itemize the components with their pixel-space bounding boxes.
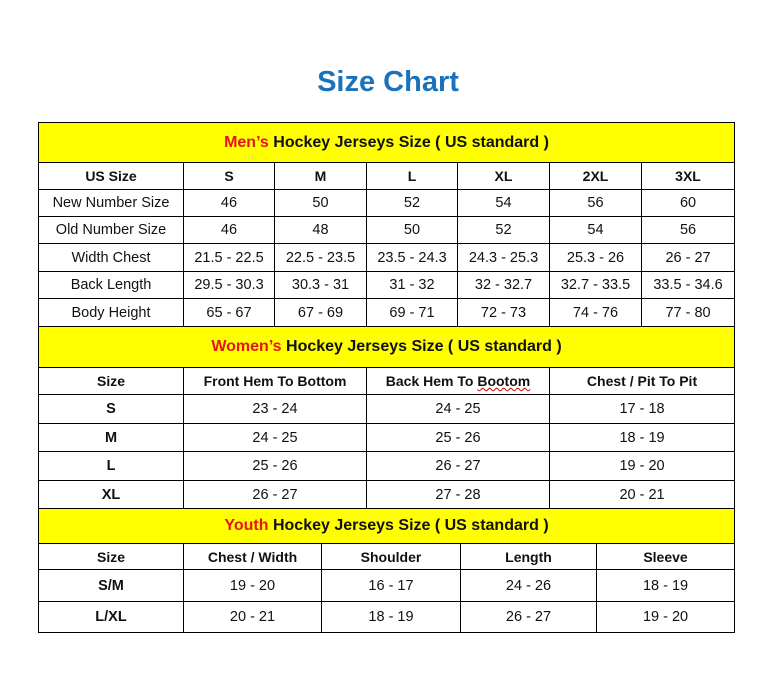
misspelled-word: Bootom [477,373,531,389]
youth-banner: Youth Hockey Jerseys Size ( US standard … [37,508,736,544]
table-row: Width Chest 21.5 - 22.5 22.5 - 23.5 23.5 - … [38,243,736,272]
table-cell: 56 [549,189,642,217]
table-cell: 54 [549,216,642,244]
header-cell: S [183,162,275,190]
header-cell: Size [38,367,184,395]
table-row: L/XL 20 - 21 18 - 19 26 - 27 19 - 20 [38,601,736,633]
table-cell: 48 [274,216,367,244]
table-cell: 19 - 20 [595,601,736,633]
header-cell: Front Hem To Bottom [183,367,367,395]
table-cell: 29.5 - 30.3 [183,271,275,299]
table-row: M 24 - 25 25 - 26 18 - 19 [38,423,736,452]
table-cell: L/XL [38,601,184,633]
header-cell: US Size [38,162,184,190]
table-cell: Old Number Size [38,216,184,244]
header-cell: Sleeve [595,543,736,570]
mens-header-row: US Size S M L XL 2XL 3XL [38,162,736,190]
header-cell: 2XL [549,162,642,190]
table-cell: 72 - 73 [457,298,550,327]
table-cell: 74 - 76 [549,298,642,327]
table-row: Back Length 29.5 - 30.3 30.3 - 31 31 - 32 32… [38,271,736,299]
table-row: XL 26 - 27 27 - 28 20 - 21 [38,480,736,509]
table-cell: 26 - 27 [183,480,367,509]
table-cell: 23 - 24 [183,394,367,424]
table-cell: S/M [38,569,184,602]
table-cell: 24 - 25 [366,394,550,424]
table-cell: 77 - 80 [640,298,736,327]
header-cell: L [366,162,458,190]
youth-header-row: Size Chest / Width Shoulder Length Sleeve [38,543,736,570]
mens-size-table: Men’s Hockey Jerseys Size ( US standard … [37,122,736,327]
table-cell: Back Length [38,271,184,299]
table-cell: 32.7 - 33.5 [549,271,642,299]
table-cell: 25 - 26 [366,423,550,452]
table-cell: 18 - 19 [548,423,736,452]
table-cell: 50 [274,189,367,217]
table-row: S 23 - 24 24 - 25 17 - 18 [38,394,736,424]
table-cell: 19 - 20 [548,451,736,481]
table-cell: 24.3 - 25.3 [457,243,550,272]
header-cell: Chest / Width [183,543,322,570]
womens-header-row: Size Front Hem To Bottom Back Hem To Boo… [38,367,736,395]
table-cell: 69 - 71 [366,298,458,327]
table-cell: 31 - 32 [366,271,458,299]
table-cell: 18 - 19 [321,601,461,633]
table-row: Body Height 65 - 67 67 - 69 69 - 71 72 - 73 7… [38,298,736,327]
table-cell: 26 - 27 [460,601,597,633]
table-row: S/M 19 - 20 16 - 17 24 - 26 18 - 19 [38,569,736,602]
table-cell: 26 - 27 [366,451,550,481]
table-cell: 33.5 - 34.6 [640,271,736,299]
header-cell: 3XL [640,162,736,190]
table-row: Old Number Size 46 48 50 52 54 56 [38,216,736,244]
womens-size-table: Women’s Hockey Jerseys Size ( US standar… [37,326,736,509]
header-cell: Shoulder [321,543,461,570]
table-cell: 50 [366,216,458,244]
header-cell: M [274,162,367,190]
header-cell: Length [460,543,597,570]
table-cell: 23.5 - 24.3 [366,243,458,272]
table-cell: Body Height [38,298,184,327]
table-cell: Width Chest [38,243,184,272]
table-cell: 20 - 21 [183,601,322,633]
header-cell: XL [457,162,550,190]
table-cell: 67 - 69 [274,298,367,327]
table-cell: 20 - 21 [548,480,736,509]
table-cell: 19 - 20 [183,569,322,602]
womens-banner: Women’s Hockey Jerseys Size ( US standar… [37,326,736,368]
table-cell: New Number Size [38,189,184,217]
table-cell: 60 [640,189,736,217]
table-cell: 56 [640,216,736,244]
table-cell: 65 - 67 [183,298,275,327]
table-row: L 25 - 26 26 - 27 19 - 20 [38,451,736,481]
table-cell: 27 - 28 [366,480,550,509]
mens-banner: Men’s Hockey Jerseys Size ( US standard … [37,122,736,163]
header-cell: Back Hem To Bootom [366,367,550,395]
table-cell: 24 - 26 [460,569,597,602]
header-cell: Size [38,543,184,570]
table-cell: 46 [183,189,275,217]
table-cell: 25.3 - 26 [549,243,642,272]
table-cell: 24 - 25 [183,423,367,452]
page-title: Size Chart [317,66,459,98]
table-row: New Number Size 46 50 52 54 56 60 [38,189,736,217]
table-cell: 17 - 18 [548,394,736,424]
table-cell: 18 - 19 [595,569,736,602]
table-cell: 21.5 - 22.5 [183,243,275,272]
youth-size-table: Youth Hockey Jerseys Size ( US standard … [37,508,736,633]
table-cell: S [38,394,184,424]
table-cell: 54 [457,189,550,217]
table-cell: XL [38,480,184,509]
header-cell: Chest / Pit To Pit [548,367,736,395]
table-cell: M [38,423,184,452]
table-cell: 22.5 - 23.5 [274,243,367,272]
table-cell: 46 [183,216,275,244]
table-cell: 26 - 27 [640,243,736,272]
table-cell: 30.3 - 31 [274,271,367,299]
table-cell: 32 - 32.7 [457,271,550,299]
table-cell: 52 [457,216,550,244]
table-cell: 52 [366,189,458,217]
table-cell: 16 - 17 [321,569,461,602]
table-cell: L [38,451,184,481]
table-cell: 25 - 26 [183,451,367,481]
